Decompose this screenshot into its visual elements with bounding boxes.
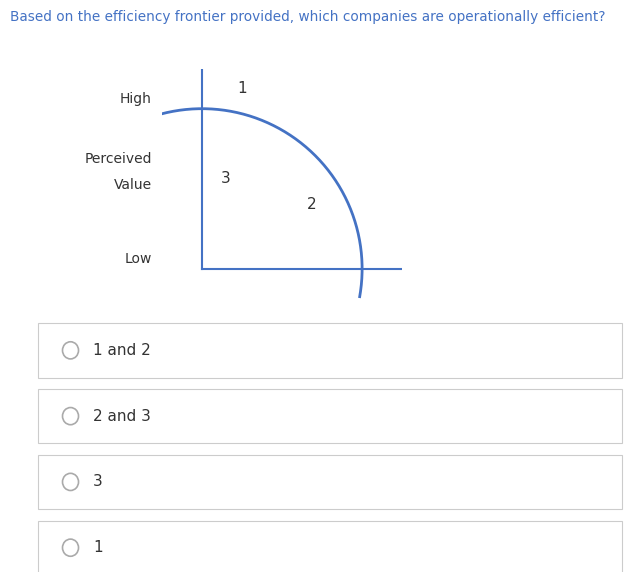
- Text: 3: 3: [221, 171, 231, 186]
- Text: High: High: [120, 92, 152, 106]
- Text: Based on the efficiency frontier provided, which companies are operationally eff: Based on the efficiency frontier provide…: [10, 10, 605, 24]
- Text: 2: 2: [307, 197, 317, 212]
- Text: 1: 1: [237, 81, 247, 96]
- Text: 1 and 2: 1 and 2: [93, 343, 151, 358]
- Text: 1: 1: [93, 540, 103, 555]
- Text: High Cost to Deliver Low: High Cost to Deliver Low: [197, 332, 367, 346]
- Text: Perceived: Perceived: [85, 152, 152, 166]
- Text: Low: Low: [124, 252, 152, 266]
- Text: 3: 3: [93, 474, 103, 490]
- Text: 2 and 3: 2 and 3: [93, 408, 151, 424]
- Text: Value: Value: [114, 178, 152, 192]
